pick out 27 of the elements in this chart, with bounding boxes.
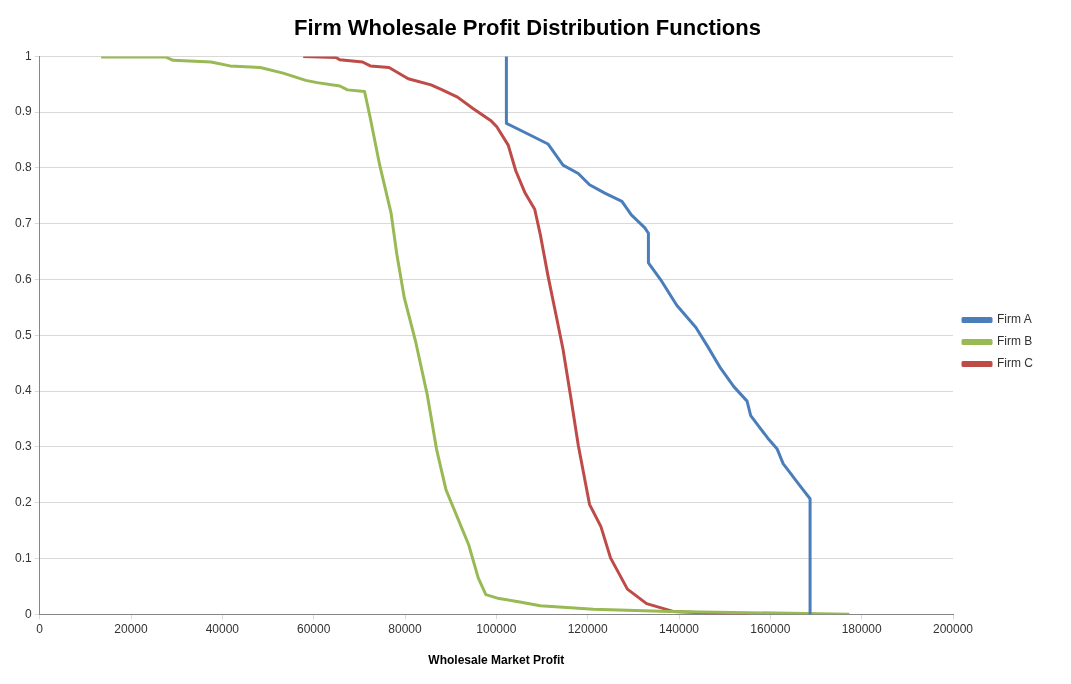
x-tick-label: 160000 — [750, 621, 791, 636]
legend-label: Firm A — [997, 312, 1032, 327]
y-tick-label: 0.7 — [14, 216, 32, 231]
y-tick-label: 0.2 — [14, 494, 32, 509]
chart-title: Firm Wholesale Profit Distribution Functions — [294, 15, 761, 41]
y-tick-label: 0.6 — [14, 271, 32, 286]
x-tick-label: 100000 — [476, 621, 517, 636]
y-tick-label: 0.8 — [14, 160, 32, 175]
y-tick-label: 0 — [24, 606, 32, 621]
x-tick-label: 120000 — [567, 621, 609, 636]
legend-label: Firm B — [997, 334, 1033, 349]
y-tick-label: 0.3 — [14, 439, 32, 454]
x-tick-label: 180000 — [841, 621, 883, 636]
y-tick-label: 0.4 — [14, 383, 32, 398]
x-tick-label: 200000 — [932, 621, 974, 636]
x-tick-label: 20000 — [114, 621, 149, 636]
y-tick-label: 1 — [24, 48, 32, 63]
x-axis-title: Wholesale Market Profit — [428, 653, 565, 668]
x-tick-label: 0 — [36, 621, 44, 636]
legend-label: Firm C — [997, 356, 1034, 371]
x-tick-label: 40000 — [205, 621, 240, 636]
y-tick-label: 0.5 — [14, 327, 32, 342]
x-tick-label: 80000 — [388, 621, 423, 636]
y-tick-label: 0.9 — [14, 104, 32, 119]
x-tick-label: 140000 — [658, 621, 700, 636]
y-tick-label: 0.1 — [14, 550, 32, 565]
x-tick-label: 60000 — [296, 621, 331, 636]
